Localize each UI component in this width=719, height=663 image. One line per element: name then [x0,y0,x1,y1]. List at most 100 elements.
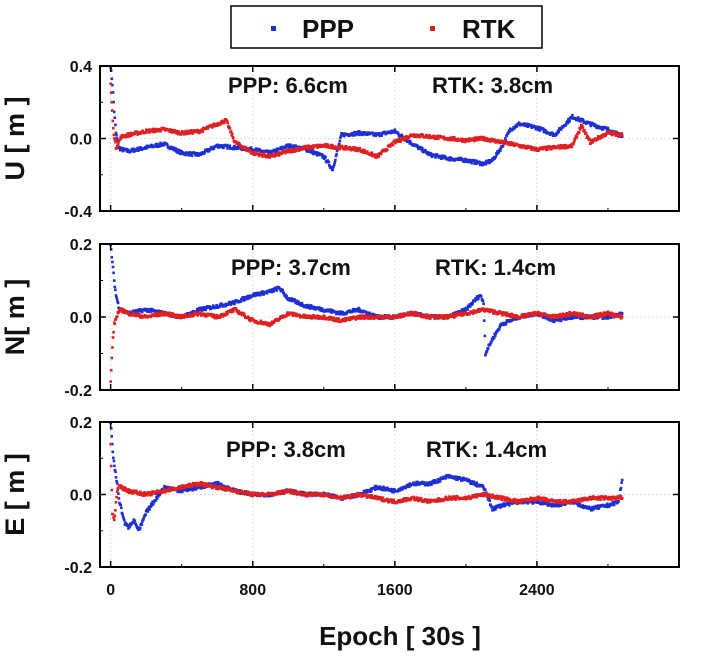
panel-n-rtk-point [433,315,436,318]
panel-n-rtk-point [621,316,624,319]
panel-u-rtk-point [451,139,454,142]
panel-n-rtk-point [109,380,112,383]
panel-u-rtk-point [229,127,232,130]
panel-e-ppp-point [144,513,147,516]
panel-n-rtk-point [285,315,288,318]
panel-e-rtk-point [109,443,112,446]
panel-u-ppp-point [191,154,194,157]
panel-e-ppp-point [110,435,113,438]
panel-e-ppp-point [113,465,116,468]
panel-u-rtk-point [576,136,579,139]
panel-n-rtk-point [561,316,564,319]
panel-n-rtk-point [128,311,131,314]
panel-e-ppp-point [617,500,620,503]
panel-e-ppp-point [620,481,623,484]
panel-u-ppp-point [328,161,331,164]
panel-n-ppp-point [307,304,310,307]
panel-u-rtk-point [223,121,226,124]
panel-e-ppp-point [621,479,624,482]
panel-u-rtk-point [230,130,233,133]
panel-u-rtk-point [227,122,230,125]
panel-n-ytick-label: 0.2 [70,237,92,254]
panel-u-rtk-point [111,109,114,112]
panel-u-rtk-point [114,138,117,141]
panel-n-ppp-point [112,266,115,269]
panel-n-rtk-point [116,315,119,318]
panel-e-ppp-point [488,499,491,502]
panel-n-ppp-point [477,297,480,300]
panel-n-ppp-point [114,289,117,292]
panel-u-ppp-point [470,162,473,165]
panel-e-rtk-point [115,496,118,499]
panel-u-rtk-point [117,144,120,147]
panel-u-ppp-point [473,159,476,162]
panel-u-ppp-point [339,140,342,143]
panel-u-rtk-point [582,127,585,130]
panel-u-rtk-point [437,138,440,141]
panel-e-rtk-point [111,489,114,492]
panel-e-gridlines [100,422,679,567]
panel-u-rtk-point [202,130,205,133]
panel-e-ppp-point [439,480,442,483]
panel-u-rtk-point [378,155,381,158]
panel-u-rtk-point [578,131,581,134]
panel-e-ppp-point [141,524,144,527]
panel-e-ppp-point [120,507,123,510]
panel-e: -0.20.00.2 E [ m ] PPP: 3.8cm RTK: 1.4cm [0,415,679,577]
panel-n-rtk-point [112,331,115,334]
panel-u-ppp-point [222,147,225,150]
panel-u-rtk-point [386,149,389,152]
legend-label-rtk: RTK [462,14,516,44]
panel-e-ppp-point [508,504,511,507]
panel-e-ppp-point [139,527,142,530]
panel-u-rtk-point [278,154,281,157]
panel-u-rtk-point [473,140,476,143]
panel-n-rtk-point [219,316,222,319]
panel-u-rtk-point [112,120,115,123]
panel-e-ppp-point [112,451,115,454]
panel-n: -0.20.00.2 N[ m ] PPP: 3.7cm RTK: 1.4cm [0,237,679,400]
panel-n-ppp-point [114,286,117,289]
panel-u-ppp-point [331,169,334,172]
legend-marker-rtk [430,26,435,31]
panel-u-rtk-point [392,144,395,147]
panel-n-ytick-label: -0.2 [64,383,92,400]
panel-u-rtk-annotation: RTK: 3.8cm [432,73,553,98]
panel-n-ppp-point [116,298,119,301]
panel-u-ppp-point [571,114,574,117]
panel-u-rtk-point [114,141,117,144]
panel-e-rtk-point [115,501,118,504]
panel-n-ppp-point [486,350,489,353]
panel-u-ppp-point [409,140,412,143]
panel-u-ppp-point [557,131,560,134]
panel-n-ytick-label: 0.0 [70,310,92,327]
panel-u-rtk-point [359,147,362,150]
panel-u-ppp-point [111,78,114,81]
panel-n-ppp-point [275,289,278,292]
panel-u-rtk-point [110,91,113,94]
panel-u-rtk-point [112,127,115,130]
panel-n-ylabel: N[ m ] [0,279,30,356]
panel-n-rtk-point [110,369,113,372]
panel-u-rtk-point [144,132,147,135]
panel-u-rtk-point [585,132,588,135]
panel-n-ppp-point [466,308,469,311]
panel-n-ppp-point [111,256,114,259]
panel-u-rtk-point [547,148,550,151]
panel-n-ppp-point [281,289,284,292]
panel-u-ppp-annotation: PPP: 6.6cm [228,73,348,98]
panel-u-ppp-point [229,144,232,147]
panel-u-ylabel: U [ m ] [0,97,30,181]
panel-e-rtk-point [110,465,113,468]
panel-u-rtk-point [398,138,401,141]
panel-e-ppp-point [620,487,623,490]
legend: PPP RTK [231,6,542,48]
panel-u-ppp-point [334,159,337,162]
panel-e-rtk-point [114,515,117,518]
panel-u-ppp-point [421,147,424,150]
panel-u-ppp-point [335,153,338,156]
panel-e-ppp-point [613,504,616,507]
panel-e-ppp-point [113,460,116,463]
